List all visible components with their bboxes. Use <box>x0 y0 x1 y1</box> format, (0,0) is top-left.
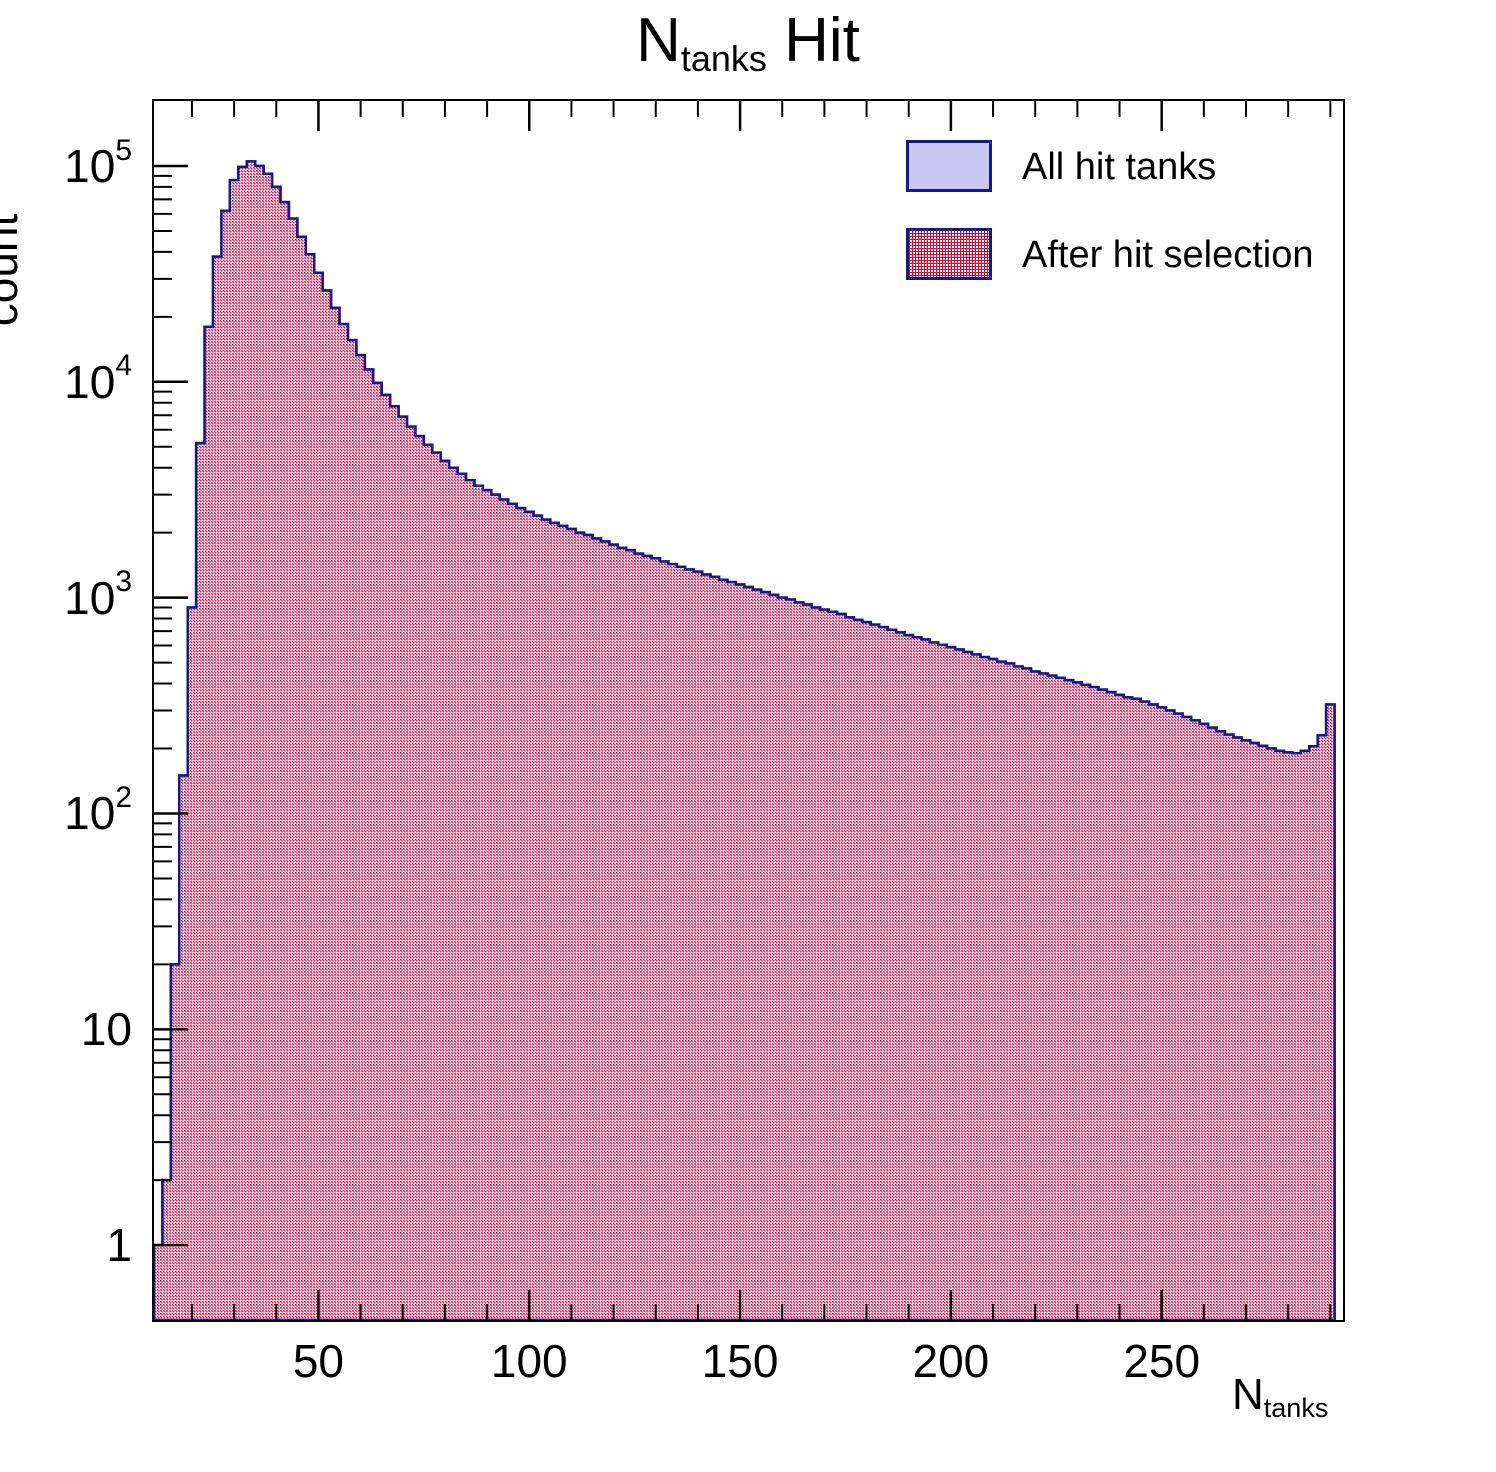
y-tick-label: 1 <box>106 1219 132 1272</box>
legend-swatch-all-hit-tanks <box>906 140 992 192</box>
chart-title-main: N <box>636 6 681 75</box>
legend-entry-all-hit-tanks[interactable]: All hit tanks <box>906 140 1298 196</box>
x-tick-label: 50 <box>292 1335 345 1387</box>
x-tick-label: 100 <box>490 1335 568 1387</box>
chart-title-subscript: tanks <box>680 38 767 79</box>
y-axis-title: count <box>0 213 27 327</box>
chart-legend: All hit tanks After hit selection <box>906 140 1313 290</box>
x-tick-label: 150 <box>701 1335 779 1387</box>
x-axis-title: Ntanks <box>1232 1370 1329 1423</box>
x-axis-title-main: N <box>1232 1370 1264 1419</box>
x-tick-label: 200 <box>912 1335 990 1387</box>
chart-title-rest: Hit <box>766 6 860 75</box>
histogram-svg <box>154 101 1336 1320</box>
legend-label-after-hit-selection: After hit selection <box>1022 234 1314 276</box>
y-tick-label: 102 <box>64 781 132 840</box>
x-axis-title-subscript: tanks <box>1263 1393 1329 1423</box>
y-tick-label: 103 <box>64 565 132 624</box>
legend-swatch-after-hit-selection <box>906 228 992 280</box>
x-tick-label: 250 <box>1123 1335 1201 1387</box>
legend-entry-after-hit-selection[interactable]: After hit selection <box>906 228 1313 284</box>
y-tick-label: 10 <box>80 1003 132 1056</box>
y-tick-label: 104 <box>64 349 132 408</box>
legend-label-all-hit-tanks: All hit tanks <box>1022 146 1217 188</box>
chart-title: Ntanks Hit <box>0 6 1496 84</box>
axis-ticks <box>154 101 1332 1320</box>
plot-area <box>154 101 1343 1320</box>
y-tick-label: 105 <box>64 133 132 192</box>
histogram-series-after-hit-selection <box>154 160 1336 1320</box>
plot-frame <box>152 99 1345 1322</box>
